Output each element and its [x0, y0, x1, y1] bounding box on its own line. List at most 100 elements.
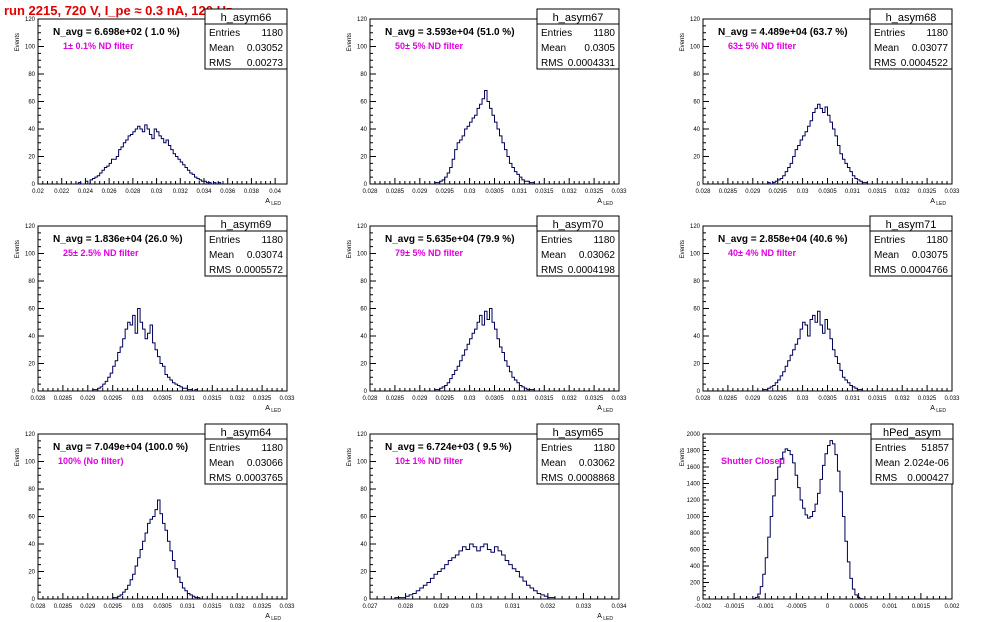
navg-label: N_avg = 6.698e+02 ( 1.0 %) [53, 27, 180, 38]
x-axis-label: A LED [597, 198, 613, 207]
histogram-series-h_asym67 [434, 90, 535, 184]
y-tick-label: 20 [360, 570, 367, 576]
y-tick-label: 100 [25, 45, 36, 51]
stats-value: 0.03066 [247, 458, 284, 469]
x-tick-label: 0.0295 [436, 189, 455, 195]
x-tick-label: 0 [826, 604, 830, 610]
y-tick-label: 1200 [687, 498, 701, 504]
x-tick-label: 0.028 [30, 604, 46, 610]
navg-label: N_avg = 4.489e+04 (63.7 %) [718, 27, 848, 38]
y-tick-label: 40 [28, 542, 35, 548]
x-tick-label: 0.032 [230, 604, 246, 610]
stats-box [536, 8, 620, 70]
navg-label: N_avg = 2.858e+04 (40.6 %) [718, 234, 848, 245]
y-tick-label: 60 [360, 515, 367, 521]
x-tick-label: 0.002 [944, 604, 960, 610]
histogram-panel-h_asym70: 0 20 40 60 80 100 120 0.028 0.0285 0.029 0.0295 0.0… [347, 215, 627, 414]
stats-value: 0.0004331 [568, 58, 616, 69]
y-tick-label: 0 [697, 597, 701, 603]
x-tick-label: 0.029 [80, 604, 96, 610]
y-axis-label: Events [15, 240, 21, 258]
y-axis-label: Events [680, 448, 686, 466]
x-tick-label: 0.03 [464, 189, 476, 195]
x-tick-label: 0.033 [944, 396, 960, 402]
y-tick-label: 1600 [687, 465, 701, 471]
x-tick-label: 0.031 [180, 604, 196, 610]
x-tick-label: 0.0285 [386, 396, 405, 402]
x-tick-label: 0.0315 [868, 189, 887, 195]
stats-box [204, 215, 288, 277]
navg-label: N_avg = 5.635e+04 (79.9 %) [385, 234, 515, 245]
x-tick-label: 0.03 [132, 396, 144, 402]
x-tick-label: 0.0305 [153, 396, 172, 402]
histogram-panel-h_asym67: 0 20 40 60 80 100 120 0.028 0.0285 0.029 0.0295 0.0… [347, 8, 627, 207]
x-tick-label: 0.03 [464, 396, 476, 402]
navg-label: N_avg = 6.724e+03 ( 9.5 %) [385, 442, 512, 453]
stats-value: 1180 [593, 28, 615, 39]
y-tick-label: 60 [693, 100, 700, 106]
stats-label: Mean [874, 250, 899, 261]
x-tick-label: 0.0005 [849, 604, 868, 610]
x-tick-label: 0.032 [895, 396, 911, 402]
stats-title: h_asym68 [886, 12, 937, 24]
histogram-panel-h_asym69: 0 20 40 60 80 100 120 0.028 0.0285 0.029 0.0295 0.0… [15, 215, 295, 414]
x-tick-label: 0.028 [695, 189, 711, 195]
stats-label: RMS [209, 58, 232, 69]
stats-value: 0.03062 [579, 458, 616, 469]
histogram-panel-h_asym66: 0 20 40 60 80 100 120 0.02 0.022 0.024 0.026 0.028 0… [15, 8, 288, 207]
x-tick-label: 0.029 [745, 189, 761, 195]
y-axis-label: Events [15, 448, 21, 466]
y-tick-label: 100 [357, 45, 368, 51]
x-tick-label: 0.0325 [585, 189, 604, 195]
y-tick-label: 20 [28, 570, 35, 576]
x-tick-label: 0.029 [745, 396, 761, 402]
y-axis-label: Events [347, 448, 353, 466]
y-tick-label: 60 [360, 100, 367, 106]
filter-label: Shutter Closed [721, 456, 785, 466]
stats-value: 0.03077 [912, 43, 949, 54]
x-tick-label: 0.031 [512, 189, 528, 195]
stats-label: RMS [209, 473, 232, 484]
y-tick-label: 120 [357, 224, 368, 230]
y-tick-label: 80 [360, 279, 367, 285]
stats-value: 2.024e-06 [904, 458, 949, 469]
x-tick-label: 0.032 [230, 396, 246, 402]
x-tick-label: 0.028 [398, 604, 414, 610]
x-axis-label: A LED [265, 405, 281, 414]
stats-value: 1180 [926, 28, 948, 39]
x-tick-label: 0.0305 [485, 396, 504, 402]
stats-box [870, 423, 954, 485]
stats-value: 1180 [593, 235, 615, 246]
x-tick-label: 0.033 [944, 189, 960, 195]
x-tick-label: 0.032 [562, 396, 578, 402]
y-tick-label: 0 [364, 597, 368, 603]
y-tick-label: 20 [693, 155, 700, 161]
y-tick-label: 60 [693, 307, 700, 313]
y-tick-label: 1800 [687, 449, 701, 455]
histogram-panel-h_asym64: 0 20 40 60 80 100 120 0.028 0.0285 0.029 0.0295 0.0… [15, 423, 295, 622]
x-tick-label: 0.032 [562, 189, 578, 195]
x-tick-label: 0.0295 [104, 604, 123, 610]
x-tick-label: 0.031 [180, 396, 196, 402]
stats-value: 0.0003765 [236, 473, 284, 484]
stats-label: RMS [541, 58, 564, 69]
x-tick-label: 0.031 [512, 396, 528, 402]
x-tick-label: -0.002 [694, 604, 712, 610]
x-tick-label: 0.028 [125, 189, 141, 195]
x-tick-label: 0.0285 [54, 604, 73, 610]
x-tick-label: 0.033 [576, 604, 592, 610]
x-tick-label: 0.029 [80, 396, 96, 402]
y-tick-label: 200 [690, 581, 701, 587]
y-tick-label: 120 [690, 17, 701, 23]
x-tick-label: 0.029 [412, 189, 428, 195]
y-tick-label: 60 [28, 307, 35, 313]
x-tick-label: 0.0325 [585, 396, 604, 402]
x-tick-label: 0.0315 [535, 396, 554, 402]
x-tick-label: 0.034 [611, 604, 627, 610]
y-tick-label: 100 [690, 45, 701, 51]
x-tick-label: 0.033 [279, 396, 295, 402]
stats-value: 0.0005572 [236, 265, 284, 276]
x-tick-label: 0.032 [173, 189, 189, 195]
stats-value: 0.00273 [247, 58, 284, 69]
